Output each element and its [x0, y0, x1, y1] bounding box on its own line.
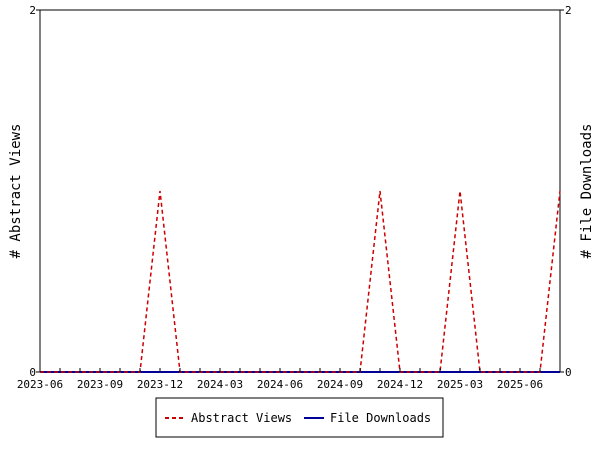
y-left-tick-label: 2 [29, 4, 36, 17]
y-left-tick-label: 0 [29, 366, 36, 379]
axes: 2023-06 2023-09 2023-12 2024-03 2024-06 2024-… [17, 4, 572, 391]
x-tick-label: 2024-06 [257, 378, 303, 391]
y-axis-right-title: # File Downloads [579, 124, 595, 259]
legend: Abstract Views File Downloads [155, 397, 444, 438]
legend-label-abstract-views: Abstract Views [191, 411, 292, 425]
y-right-tick-label: 0 [565, 366, 572, 379]
plot-area [39, 9, 561, 373]
x-tick-label: 2023-09 [77, 378, 123, 391]
plot-frame [39, 9, 561, 373]
x-tick-label: 2024-12 [377, 378, 423, 391]
x-tick-label: 2023-12 [137, 378, 183, 391]
x-tick-label: 2024-03 [197, 378, 243, 391]
y-axis-left-title: # Abstract Views [8, 124, 24, 259]
y-right-tick-label: 2 [565, 4, 572, 17]
x-tick-label: 2023-06 [17, 378, 63, 391]
x-tick-label: 2024-09 [317, 378, 363, 391]
legend-box [155, 397, 444, 438]
legend-label-file-downloads: File Downloads [330, 411, 431, 425]
x-tick-label: 2025-03 [437, 378, 483, 391]
x-tick-label: 2025-06 [497, 378, 543, 391]
